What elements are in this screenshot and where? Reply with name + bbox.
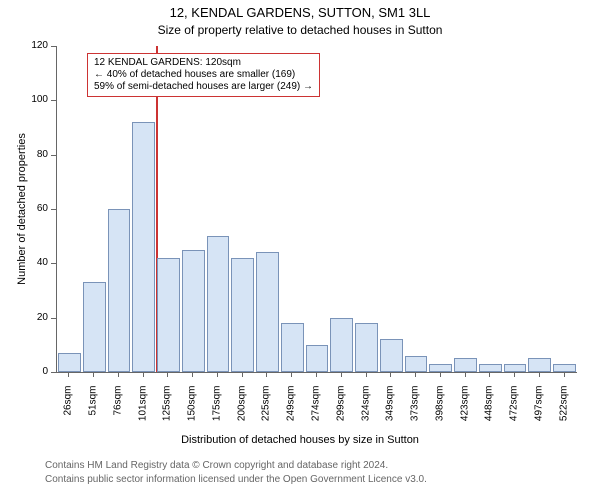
bar <box>504 364 527 372</box>
xtick-mark <box>390 372 391 377</box>
xtick-label: 299sqm <box>335 386 346 436</box>
bar <box>182 250 205 372</box>
xtick-mark <box>68 372 69 377</box>
bar <box>454 358 477 372</box>
bar <box>380 339 403 372</box>
xtick-mark <box>217 372 218 377</box>
xtick-label: 497sqm <box>533 386 544 436</box>
bar <box>479 364 502 372</box>
xtick-label: 349sqm <box>385 386 396 436</box>
xtick-mark <box>266 372 267 377</box>
xtick-label: 225sqm <box>261 386 272 436</box>
bar <box>429 364 452 372</box>
xtick-mark <box>291 372 292 377</box>
bar <box>207 236 230 372</box>
bar <box>553 364 576 372</box>
xtick-mark <box>316 372 317 377</box>
bar <box>256 252 279 372</box>
ytick-mark <box>51 318 56 319</box>
footer-line-2: Contains public sector information licen… <box>45 474 427 485</box>
ytick-label: 60 <box>18 203 48 214</box>
ytick-label: 80 <box>18 149 48 160</box>
bar <box>132 122 155 372</box>
xtick-label: 373sqm <box>410 386 421 436</box>
ytick-mark <box>51 100 56 101</box>
ytick-mark <box>51 155 56 156</box>
xtick-label: 76sqm <box>112 386 123 436</box>
xtick-label: 274sqm <box>311 386 322 436</box>
ytick-label: 20 <box>18 312 48 323</box>
bar <box>306 345 329 372</box>
annotation-line-3: 59% of semi-detached houses are larger (… <box>94 81 313 93</box>
xtick-mark <box>539 372 540 377</box>
ytick-label: 100 <box>18 94 48 105</box>
ytick-mark <box>51 263 56 264</box>
xtick-mark <box>93 372 94 377</box>
bar <box>83 282 106 372</box>
xtick-label: 472sqm <box>509 386 520 436</box>
x-axis-label: Distribution of detached houses by size … <box>0 434 600 446</box>
plot-area: 12 KENDAL GARDENS: 120sqm ← 40% of detac… <box>56 46 577 373</box>
xtick-label: 150sqm <box>187 386 198 436</box>
xtick-label: 175sqm <box>211 386 222 436</box>
bar <box>528 358 551 372</box>
xtick-mark <box>341 372 342 377</box>
xtick-mark <box>489 372 490 377</box>
xtick-label: 522sqm <box>558 386 569 436</box>
xtick-mark <box>415 372 416 377</box>
chart-subtitle: Size of property relative to detached ho… <box>0 23 600 37</box>
xtick-label: 398sqm <box>434 386 445 436</box>
bar <box>231 258 254 372</box>
annotation-line-2: ← 40% of detached houses are smaller (16… <box>94 69 313 81</box>
xtick-mark <box>366 372 367 377</box>
footer-line-1: Contains HM Land Registry data © Crown c… <box>45 460 388 471</box>
ytick-mark <box>51 46 56 47</box>
bar <box>330 318 353 372</box>
annotation-box: 12 KENDAL GARDENS: 120sqm ← 40% of detac… <box>87 53 320 97</box>
xtick-mark <box>242 372 243 377</box>
bar <box>58 353 81 372</box>
xtick-mark <box>564 372 565 377</box>
bar <box>157 258 180 372</box>
xtick-label: 51sqm <box>88 386 99 436</box>
xtick-label: 324sqm <box>360 386 371 436</box>
xtick-mark <box>192 372 193 377</box>
xtick-label: 125sqm <box>162 386 173 436</box>
xtick-mark <box>514 372 515 377</box>
bar <box>281 323 304 372</box>
ytick-label: 120 <box>18 40 48 51</box>
xtick-mark <box>167 372 168 377</box>
ytick-mark <box>51 372 56 373</box>
xtick-label: 448sqm <box>484 386 495 436</box>
xtick-label: 423sqm <box>459 386 470 436</box>
xtick-label: 249sqm <box>286 386 297 436</box>
xtick-mark <box>465 372 466 377</box>
xtick-label: 26sqm <box>63 386 74 436</box>
bar <box>355 323 378 372</box>
ytick-label: 40 <box>18 257 48 268</box>
bar <box>405 356 428 372</box>
bar <box>108 209 131 372</box>
xtick-mark <box>440 372 441 377</box>
ytick-label: 0 <box>18 366 48 377</box>
chart-title: 12, KENDAL GARDENS, SUTTON, SM1 3LL <box>0 5 600 20</box>
xtick-mark <box>118 372 119 377</box>
xtick-mark <box>143 372 144 377</box>
xtick-label: 200sqm <box>236 386 247 436</box>
xtick-label: 101sqm <box>137 386 148 436</box>
ytick-mark <box>51 209 56 210</box>
annotation-line-1: 12 KENDAL GARDENS: 120sqm <box>94 57 313 69</box>
